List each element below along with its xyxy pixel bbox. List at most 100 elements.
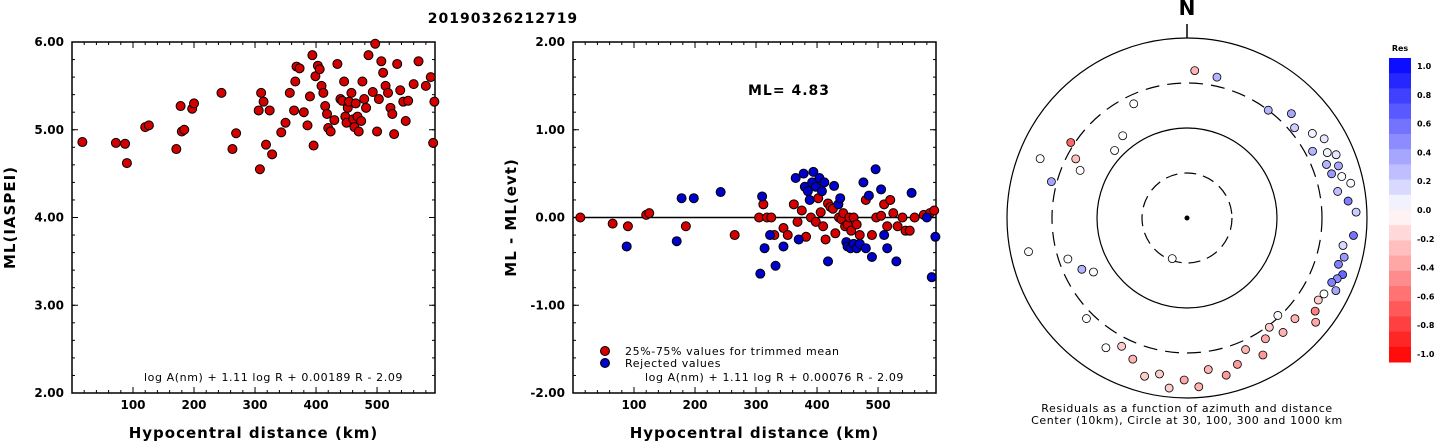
data-point-red [820,234,831,245]
formula-label: log A(nm) + 1.11 log R + 0.00076 R - 2.0… [645,371,904,384]
data-point-blue [835,193,846,204]
data-point [227,144,238,155]
residual-point [1290,314,1300,324]
y-tick-label: -1.00 [530,298,565,312]
center-point [1184,215,1190,221]
data-point-blue [671,236,682,247]
residual-point [1286,109,1296,119]
residual-point [1327,278,1337,287]
x-tick-label: 400 [805,398,830,412]
y-tick-label: 6.00 [34,35,64,49]
data-point-red [885,194,896,205]
y-axis-label: ML(IASPEI) [1,166,19,269]
x-tick-label: 100 [621,398,646,412]
data-point [216,87,227,98]
data-point [308,140,319,151]
colorbar-swatch [1389,331,1411,348]
colorbar-swatch [1389,346,1411,363]
colorbar-tick-label: 0.2 [1417,177,1431,186]
colorbar-swatch [1389,73,1411,89]
data-point-red [851,219,862,230]
residual-point [1128,354,1138,364]
data-point-red [897,212,908,223]
residual-point [1264,322,1274,332]
data-point [370,38,381,49]
residual-point [1203,365,1213,374]
colorbar-title: Res [1392,44,1409,53]
data-point-blue [879,230,890,241]
colorbar-swatch [1389,210,1411,226]
data-point-red [909,212,920,223]
data-point [373,94,384,105]
data-point [298,107,309,118]
data-point-red [854,230,865,241]
data-point-red [866,230,877,241]
y-tick-label: 0.00 [535,211,565,225]
x-tick-label: 400 [304,398,329,412]
data-point [110,137,121,148]
data-point-blue [793,234,804,245]
residual-point [1167,254,1177,263]
data-point [267,149,278,160]
residual-point [1337,172,1347,181]
circle-100km [1096,127,1278,309]
data-point-blue [829,180,840,191]
data-point [363,50,374,61]
residual-point [1319,289,1329,299]
colorbar-tick-label: 1.0 [1417,62,1432,71]
data-point [261,139,272,150]
residual-point [1089,267,1098,277]
data-point-blue [804,194,815,205]
x-axis-label: Hypocentral distance (km) [630,424,880,441]
legend-entry: Rejected values [625,357,721,370]
colorbar-tick-label: 0.0 [1417,206,1432,215]
residual-point [1117,341,1127,351]
residual-point [1194,382,1204,392]
residual-point [1190,66,1200,76]
data-point [392,58,403,69]
data-point-red [929,205,940,216]
data-point [378,67,389,78]
residual-point [1322,148,1332,157]
data-point [361,102,372,113]
colorbar-tick-label: 0.8 [1417,91,1432,100]
data-point [171,144,182,155]
residual-point [1212,72,1222,82]
data-point-red [680,221,691,232]
data-point [356,115,367,126]
colorbar-tick-label: 0.6 [1417,120,1432,129]
data-point [280,117,291,128]
residual-point [1024,247,1033,257]
colorbar-swatch [1389,225,1411,241]
north-label: N [1179,0,1196,20]
data-point [304,91,315,102]
data-point [400,115,411,126]
data-point-red [904,225,915,236]
residual-point [1290,123,1299,133]
data-point-red [888,208,899,219]
data-point [231,128,242,139]
data-point-red [607,218,618,229]
data-point-red [644,208,655,219]
residual-point [1101,343,1111,353]
colorbar-swatch [1389,316,1411,333]
data-point [314,64,325,75]
residual-point [1082,314,1091,323]
data-point-red [792,216,803,227]
polar-caption-1: Residuals as a function of azimuth and d… [1041,402,1332,415]
data-point-blue [866,251,877,262]
colorbar-swatch [1389,270,1411,287]
data-point-blue [765,230,776,241]
data-point [294,63,305,74]
colorbar-tick-label: -0.4 [1417,264,1435,273]
x-axis-label: Hypocentral distance (km) [129,424,379,441]
residual-point [1351,207,1361,217]
residual-point [1343,196,1353,206]
y-tick-label: 2.00 [535,35,565,49]
data-point [357,76,368,87]
colorbar-tick-label: -0.8 [1417,321,1435,330]
data-point [339,76,350,87]
data-point-red [818,221,829,232]
data-point [408,79,419,90]
y-tick-label: -2.00 [530,386,565,400]
